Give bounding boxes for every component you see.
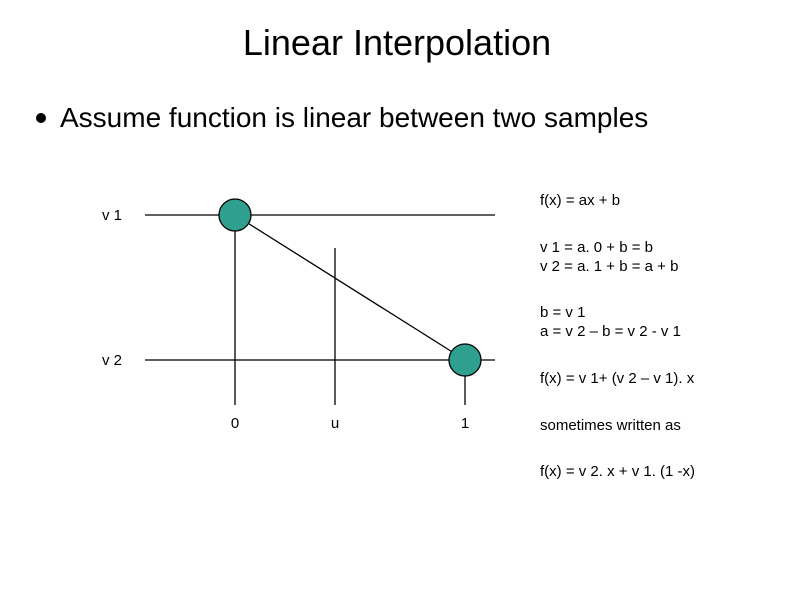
eq-block-1: f(x) = ax + b [540, 192, 770, 211]
svg-text:0: 0 [231, 415, 239, 432]
svg-text:v 2: v 2 [102, 352, 122, 369]
eq-line: a = v 2 – b = v 2 - v 1 [540, 323, 770, 342]
equations-panel: f(x) = ax + b v 1 = a. 0 + b = b v 2 = a… [540, 192, 770, 482]
bullet-dot-icon [36, 113, 46, 123]
eq-block-2: v 1 = a. 0 + b = b v 2 = a. 1 + b = a + … [540, 239, 770, 277]
page-title: Linear Interpolation [0, 22, 794, 64]
eq-line: f(x) = v 1+ (v 2 – v 1). x [540, 370, 770, 389]
eq-block-3: b = v 1 a = v 2 – b = v 2 - v 1 [540, 304, 770, 342]
svg-text:v 1: v 1 [102, 207, 122, 224]
eq-line: b = v 1 [540, 304, 770, 323]
eq-line: f(x) = v 2. x + v 1. (1 -x) [540, 463, 770, 482]
eq-line: v 1 = a. 0 + b = b [540, 239, 770, 258]
eq-block-5: sometimes written as [540, 417, 770, 436]
eq-line: f(x) = ax + b [540, 192, 770, 211]
eq-block-6: f(x) = v 2. x + v 1. (1 -x) [540, 463, 770, 482]
eq-block-4: f(x) = v 1+ (v 2 – v 1). x [540, 370, 770, 389]
interpolation-diagram: v 1 v 2 0 u 1 [95, 180, 495, 470]
eq-line: v 2 = a. 1 + b = a + b [540, 258, 770, 277]
diagram-svg: v 1 v 2 0 u 1 [95, 180, 495, 470]
bullet-row: Assume function is linear between two sa… [36, 102, 648, 134]
svg-text:u: u [331, 415, 339, 432]
bullet-text: Assume function is linear between two sa… [60, 102, 648, 134]
eq-line: sometimes written as [540, 417, 770, 436]
svg-text:1: 1 [461, 415, 469, 432]
